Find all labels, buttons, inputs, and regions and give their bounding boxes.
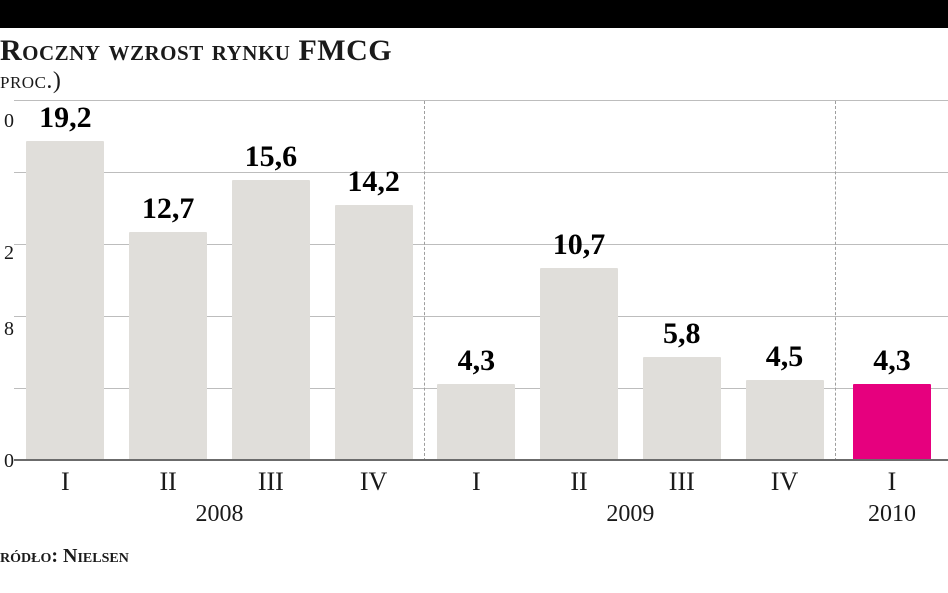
plot-area: 19,2 12,7 15,6 14,2 4,3 10,7 5,8 4,5 4,3 [14,101,948,461]
x-year-label: 2008 [14,501,425,528]
bar-value-label: 4,3 [458,344,496,378]
bar-groups: 19,2 12,7 15,6 14,2 4,3 10,7 5,8 4,5 4,3 [14,101,948,461]
x-year-label: 2010 [836,501,948,528]
x-year-label: 2009 [425,501,836,528]
x-category-label: I [836,467,948,497]
x-category-label: IV [733,467,836,497]
top-black-bar [0,0,948,28]
x-category-label: I [425,467,528,497]
y-axis: 0280 [0,101,14,461]
bar-value-label: 4,3 [873,344,911,378]
bar-wrap: 19,2 [26,101,104,461]
chart-area: 0280 19,212,715,614,24,310,75,84,54,3 [0,101,948,461]
bar-wrap: 14,2 [335,101,413,461]
x-label-row: IIIIIIIV [14,467,425,497]
chart-subtitle: proc.) [0,68,948,95]
bar-wrap: 4,5 [746,101,824,461]
bar-value-label: 10,7 [553,228,606,262]
x-category-label: III [630,467,733,497]
chart-header: Roczny wzrost rynku FMCG proc.) [0,28,948,101]
bar [540,268,618,461]
bar-group: 4,3 10,7 5,8 4,5 [425,101,836,461]
y-tick: 2 [4,243,14,263]
bar [26,141,104,461]
x-label-row: I [836,467,948,497]
bar-value-label: 4,5 [766,340,804,374]
bar [643,357,721,461]
y-tick: 0 [4,111,14,131]
bar-value-label: 12,7 [142,192,195,226]
y-tick: 8 [4,319,14,339]
x-category-label: II [528,467,631,497]
bar-wrap: 10,7 [540,101,618,461]
bar-value-label: 14,2 [347,165,400,199]
bar-group: 19,2 12,7 15,6 14,2 [14,101,425,461]
x-category-label: II [117,467,220,497]
bar [335,205,413,461]
bar [746,380,824,461]
bar-value-label: 5,8 [663,317,701,351]
bar-wrap: 12,7 [129,101,207,461]
bar-wrap: 4,3 [437,101,515,461]
x-axis-labels: IIIIIIIV2008IIIIIIIV2009I2010 [14,461,948,541]
bar-value-label: 15,6 [245,140,298,174]
chart-title: Roczny wzrost rynku FMCG [0,34,948,68]
x-category-label: IV [322,467,425,497]
bar-wrap: 4,3 [853,101,931,461]
x-category-label: III [219,467,322,497]
bar-value-label: 19,2 [39,101,92,135]
source-line: ródło: Nielsen [0,541,948,568]
y-tick: 0 [4,451,14,471]
bar-wrap: 5,8 [643,101,721,461]
bar [129,232,207,461]
bar [232,180,310,461]
bar-wrap: 15,6 [232,101,310,461]
bar [853,384,931,461]
bar [437,384,515,461]
bar-group: 4,3 [836,101,948,461]
x-category-label: I [14,467,117,497]
x-label-row: IIIIIIIV [425,467,836,497]
